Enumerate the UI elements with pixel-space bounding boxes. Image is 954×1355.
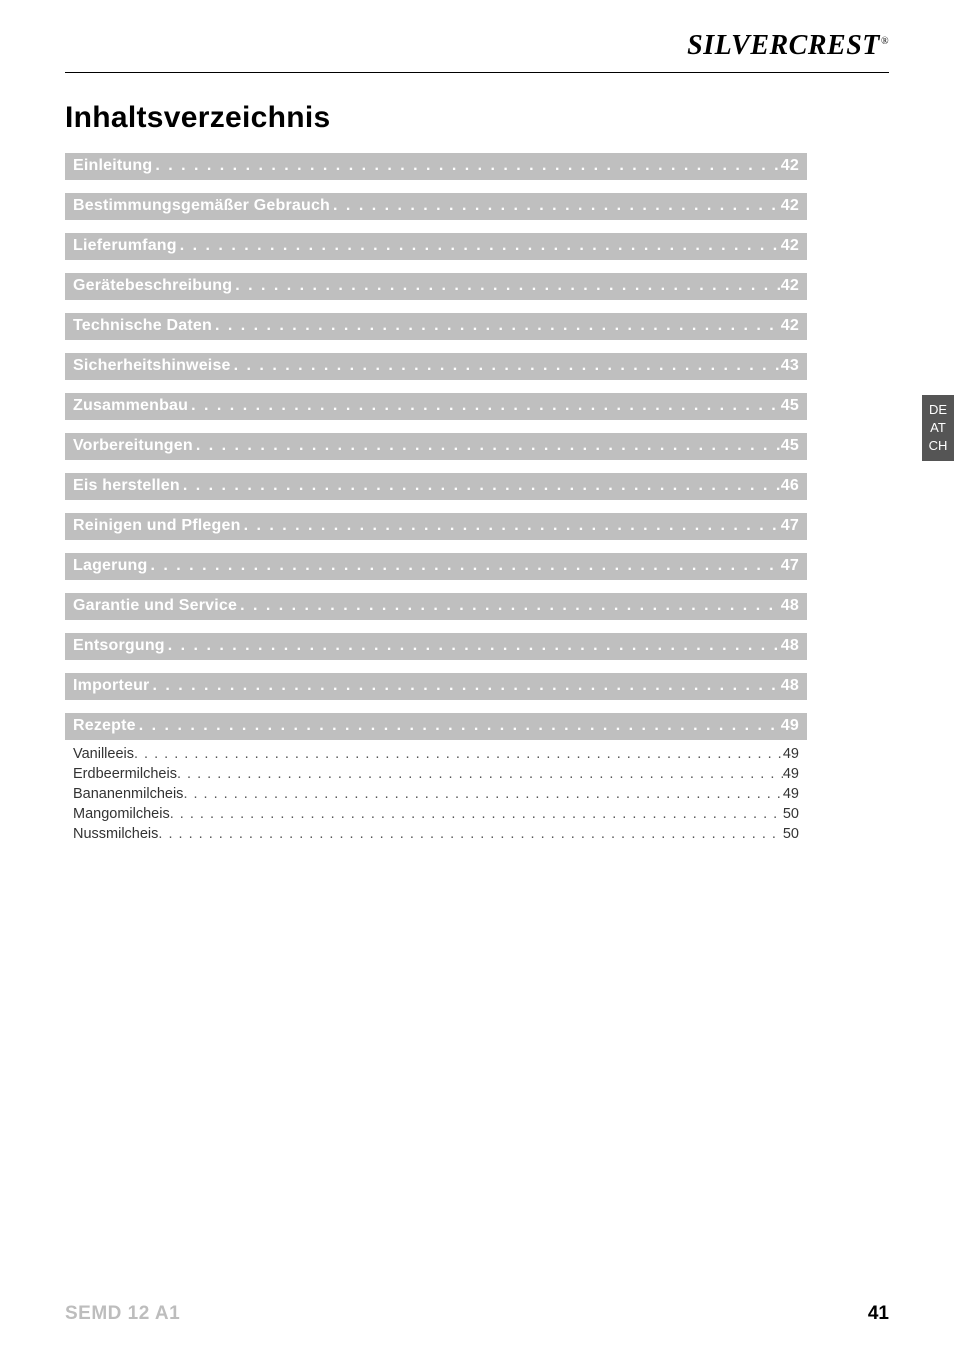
toc-row: Vorbereitungen. . . . . . . . . . . . . …: [65, 433, 807, 460]
toc-sub-label: Mangomilcheis: [73, 806, 170, 822]
toc-page: 47: [781, 557, 799, 575]
toc-page: 42: [781, 157, 799, 175]
toc-label: Bestimmungsgemäßer Gebrauch: [73, 197, 330, 215]
toc-page: 48: [781, 677, 799, 695]
toc-dots: . . . . . . . . . . . . . . . . . . . . …: [136, 717, 781, 735]
lang-code: CH: [922, 437, 954, 455]
toc-page: 45: [781, 397, 799, 415]
toc-dots: . . . . . . . . . . . . . . . . . . . . …: [149, 677, 780, 695]
toc-sub-dots: . . . . . . . . . . . . . . . . . . . . …: [170, 806, 783, 822]
toc-label: Gerätebeschreibung: [73, 277, 232, 295]
toc-sub-page: 49: [783, 746, 799, 762]
toc-dots: . . . . . . . . . . . . . . . . . . . . …: [165, 637, 781, 655]
brand-text: SILVERCREST: [687, 30, 880, 61]
toc-page: 48: [781, 637, 799, 655]
toc-row: Rezepte . . . . . . . . . . . . . . . . …: [65, 713, 807, 740]
table-of-contents: Einleitung. . . . . . . . . . . . . . . …: [65, 153, 807, 842]
toc-label: Einleitung: [73, 157, 152, 175]
toc-label: Entsorgung: [73, 637, 165, 655]
toc-dots: . . . . . . . . . . . . . . . . . . . . …: [148, 557, 781, 575]
page-title: Inhaltsverzeichnis: [65, 101, 889, 135]
toc-sub-page: 49: [783, 786, 799, 802]
toc-row: Zusammenbau . . . . . . . . . . . . . . …: [65, 393, 807, 420]
toc-page: 42: [781, 277, 799, 295]
toc-dots: . . . . . . . . . . . . . . . . . . . . …: [232, 277, 781, 295]
page-number: 41: [868, 1303, 889, 1325]
brand-name: SILVERCREST®: [687, 30, 889, 62]
toc-page: 49: [781, 717, 799, 735]
language-tab: DEATCH: [922, 395, 954, 461]
toc-sub-row: Nussmilcheis . . . . . . . . . . . . . .…: [65, 826, 807, 842]
toc-label: Vorbereitungen: [73, 437, 193, 455]
footer: SEMD 12 A1 41: [65, 1303, 889, 1325]
toc-row: Importeur . . . . . . . . . . . . . . . …: [65, 673, 807, 700]
toc-row: Einleitung. . . . . . . . . . . . . . . …: [65, 153, 807, 180]
toc-row: Technische Daten . . . . . . . . . . . .…: [65, 313, 807, 340]
toc-sub-dots: . . . . . . . . . . . . . . . . . . . . …: [177, 766, 783, 782]
toc-label: Reinigen und Pflegen: [73, 517, 241, 535]
toc-label: Rezepte: [73, 717, 136, 735]
toc-sub-label: Vanilleeis: [73, 746, 134, 762]
registered-mark: ®: [881, 36, 889, 47]
toc-dots: . . . . . . . . . . . . . . . . . . . . …: [152, 157, 780, 175]
toc-dots: . . . . . . . . . . . . . . . . . . . . …: [188, 397, 781, 415]
header: SILVERCREST®: [65, 30, 889, 73]
toc-page: 42: [781, 317, 799, 335]
toc-label: Eis herstellen: [73, 477, 180, 495]
toc-dots: . . . . . . . . . . . . . . . . . . . . …: [212, 317, 781, 335]
toc-page: 45: [781, 437, 799, 455]
toc-page: 46: [781, 477, 799, 495]
toc-sub-row: Vanilleeis . . . . . . . . . . . . . . .…: [65, 746, 807, 762]
toc-sub-label: Bananenmilcheis: [73, 786, 183, 802]
toc-sub-row: Bananenmilcheis . . . . . . . . . . . . …: [65, 786, 807, 802]
toc-page: 47: [781, 517, 799, 535]
toc-label: Technische Daten: [73, 317, 212, 335]
toc-sub-row: Erdbeermilcheis . . . . . . . . . . . . …: [65, 766, 807, 782]
toc-label: Zusammenbau: [73, 397, 188, 415]
toc-row: Lieferumfang. . . . . . . . . . . . . . …: [65, 233, 807, 260]
toc-sub-dots: . . . . . . . . . . . . . . . . . . . . …: [183, 786, 782, 802]
toc-sub-dots: . . . . . . . . . . . . . . . . . . . . …: [158, 826, 782, 842]
toc-row: Sicherheitshinweise . . . . . . . . . . …: [65, 353, 807, 380]
toc-sub-dots: . . . . . . . . . . . . . . . . . . . . …: [134, 746, 783, 762]
page: SILVERCREST® Inhaltsverzeichnis Einleitu…: [0, 0, 954, 1355]
toc-page: 42: [781, 197, 799, 215]
toc-dots: . . . . . . . . . . . . . . . . . . . . …: [193, 437, 781, 455]
toc-dots: . . . . . . . . . . . . . . . . . . . . …: [330, 197, 781, 215]
toc-dots: . . . . . . . . . . . . . . . . . . . . …: [177, 237, 781, 255]
toc-row: Garantie und Service . . . . . . . . . .…: [65, 593, 807, 620]
toc-dots: . . . . . . . . . . . . . . . . . . . . …: [241, 517, 781, 535]
toc-sub-page: 49: [783, 766, 799, 782]
toc-row: Reinigen und Pflegen . . . . . . . . . .…: [65, 513, 807, 540]
toc-dots: . . . . . . . . . . . . . . . . . . . . …: [180, 477, 781, 495]
toc-sub-page: 50: [783, 826, 799, 842]
toc-label: Garantie und Service: [73, 597, 237, 615]
toc-page: 42: [781, 237, 799, 255]
lang-code: DE: [922, 401, 954, 419]
toc-dots: . . . . . . . . . . . . . . . . . . . . …: [231, 357, 781, 375]
toc-label: Sicherheitshinweise: [73, 357, 231, 375]
toc-page: 43: [781, 357, 799, 375]
lang-code: AT: [922, 419, 954, 437]
toc-sub-row: Mangomilcheis . . . . . . . . . . . . . …: [65, 806, 807, 822]
model-number: SEMD 12 A1: [65, 1303, 180, 1325]
toc-label: Importeur: [73, 677, 149, 695]
toc-page: 48: [781, 597, 799, 615]
toc-row: Eis herstellen . . . . . . . . . . . . .…: [65, 473, 807, 500]
toc-row: Gerätebeschreibung. . . . . . . . . . . …: [65, 273, 807, 300]
toc-sub-label: Nussmilcheis: [73, 826, 158, 842]
toc-label: Lagerung: [73, 557, 148, 575]
toc-sub-page: 50: [783, 806, 799, 822]
toc-dots: . . . . . . . . . . . . . . . . . . . . …: [237, 597, 781, 615]
toc-row: Lagerung . . . . . . . . . . . . . . . .…: [65, 553, 807, 580]
toc-row: Entsorgung . . . . . . . . . . . . . . .…: [65, 633, 807, 660]
toc-label: Lieferumfang: [73, 237, 177, 255]
toc-row: Bestimmungsgemäßer Gebrauch . . . . . . …: [65, 193, 807, 220]
toc-sub-label: Erdbeermilcheis: [73, 766, 177, 782]
